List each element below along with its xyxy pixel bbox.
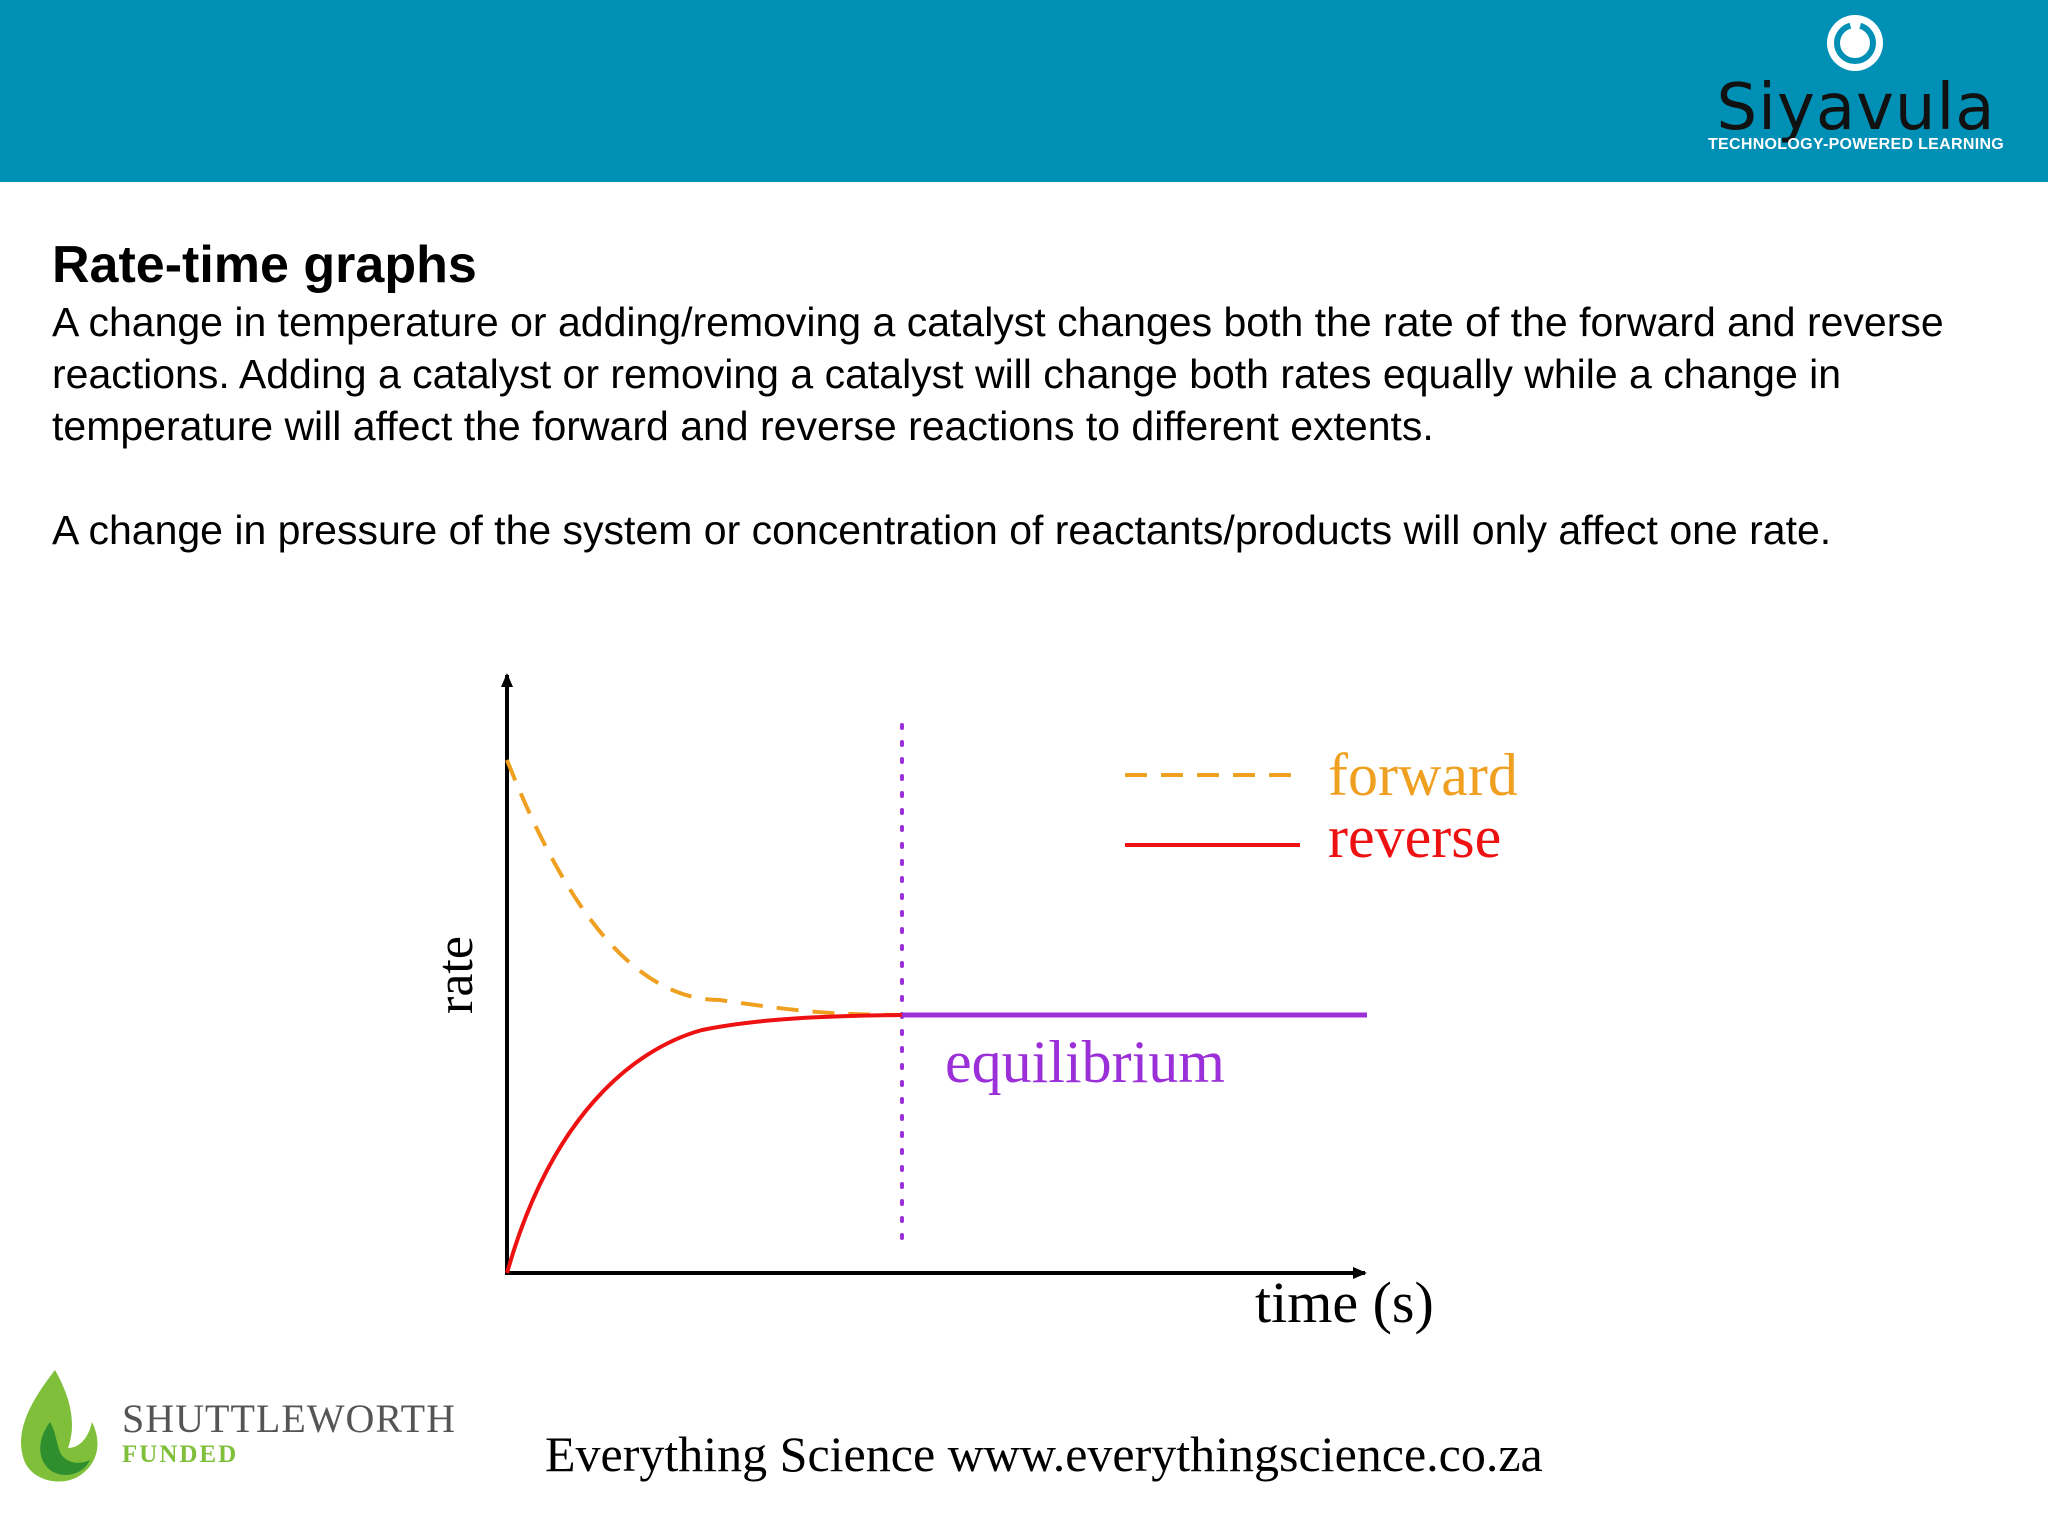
rate-time-graph: forward reverse equilibrium rate time (s… (427, 673, 1518, 1335)
shuttleworth-funded-logo: SHUTTLEWORTH FUNDED (20, 1370, 456, 1482)
header-bar: Siyavula TECHNOLOGY-POWERED LEARNING (0, 0, 2048, 182)
brand-name: Siyavula (1716, 71, 1996, 145)
paragraph-catalyst-temperature: A change in temperature or adding/removi… (52, 299, 1944, 449)
flame-icon (20, 1370, 98, 1482)
footer-site-text[interactable]: Everything Science www.everythingscience… (545, 1426, 1543, 1482)
y-axis-label: rate (427, 936, 484, 1014)
sponsor-sub: FUNDED (122, 1441, 238, 1468)
sponsor-name: SHUTTLEWORTH (122, 1396, 456, 1441)
equilibrium-label: equilibrium (945, 1029, 1225, 1095)
page-title: Rate-time graphs (52, 236, 477, 294)
paragraph-pressure-concentration: A change in pressure of the system or co… (52, 507, 1832, 553)
main-content: Rate-time graphs A change in temperature… (52, 234, 2012, 556)
reverse-rate-curve (505, 1013, 903, 1274)
x-axis-label: time (s) (1255, 1270, 1434, 1335)
siyavula-logo: Siyavula TECHNOLOGY-POWERED LEARNING (1680, 6, 2032, 166)
forward-rate-curve (505, 759, 903, 1017)
legend-reverse-label: reverse (1328, 804, 1501, 870)
legend-forward-label: forward (1328, 742, 1518, 808)
siyavula-icon (1827, 15, 1883, 71)
brand-tagline: TECHNOLOGY-POWERED LEARNING (1707, 136, 2005, 153)
